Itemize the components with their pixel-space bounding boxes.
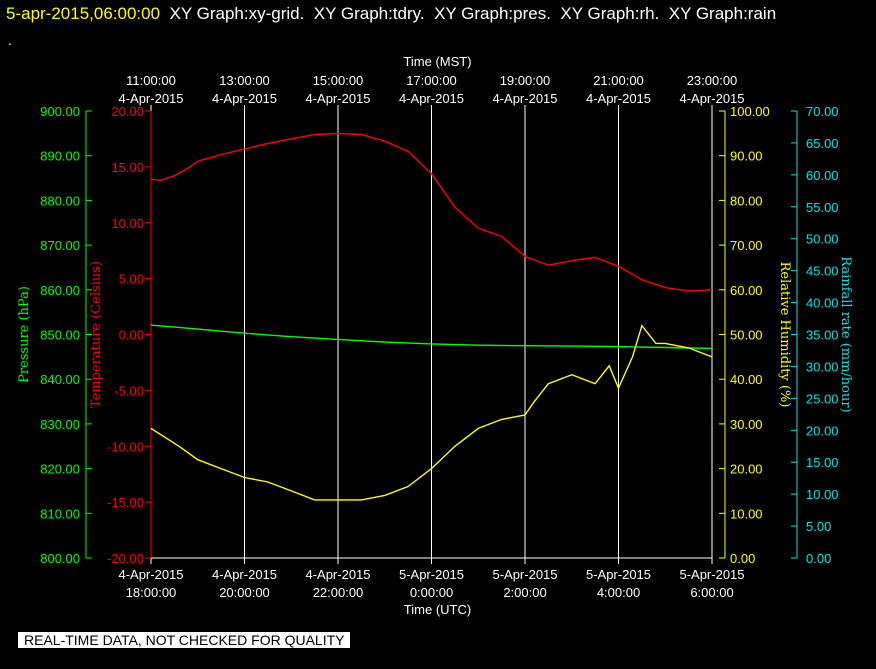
temperature-tick-label: -10.00	[107, 439, 144, 454]
bottom-tick-label: 20:00:00	[219, 585, 270, 600]
humidity-series-line	[150, 324, 713, 501]
bottom-tick-label: 5-Apr-2015	[399, 567, 464, 582]
bottom-tick-label: 2:00:00	[503, 585, 546, 600]
top-tick-label: 17:00:00	[406, 73, 457, 88]
pressure-tick-label: 800.00	[40, 551, 80, 566]
axis-labels: 11:00:00 4-Apr-2015 4-Apr-2015 18:00:00 13:0…	[17, 54, 853, 617]
humidity-tick-label: 60.00	[730, 283, 763, 298]
header-graph-4: XY Graph:rain	[659, 4, 777, 23]
header-graph-1: XY Graph:tdry.	[304, 4, 425, 23]
rain-tick-label: 0.00	[806, 551, 831, 566]
header-graph-2: XY Graph:pres.	[424, 4, 551, 23]
top-tick-label: 4-Apr-2015	[679, 91, 744, 106]
rain-tick-label: 65.00	[806, 136, 839, 151]
humidity-axis-title: Relative Humidity (%)	[777, 262, 792, 408]
top-tick-label: 15:00:00	[313, 73, 364, 88]
rain-tick-label: 70.00	[806, 104, 839, 119]
pressure-tick-label: 860.00	[40, 283, 80, 298]
bottom-tick-label: 4-Apr-2015	[305, 567, 370, 582]
temperature-tick-label: 15.00	[111, 160, 144, 175]
humidity-tick-label: 50.00	[730, 328, 763, 343]
series-lines	[150, 132, 713, 501]
rain-tick-label: 45.00	[806, 264, 839, 279]
humidity-tick-label: 10.00	[730, 506, 763, 521]
temperature-axis-title: Temperature (Celsius)	[89, 261, 104, 408]
top-tick-label: 11:00:00	[126, 73, 176, 88]
humidity-tick-label: 80.00	[730, 193, 763, 208]
axes	[85, 110, 798, 559]
rain-tick-label: 55.00	[806, 200, 839, 215]
top-axis-title: Time (MST)	[403, 54, 471, 69]
vertical-grid	[150, 105, 713, 564]
bottom-tick-label: 22:00:00	[313, 585, 364, 600]
humidity-tick-label: 100.00	[730, 104, 770, 119]
rain-tick-label: 15.00	[806, 455, 839, 470]
top-tick-label: 19:00:00	[500, 73, 551, 88]
pressure-axis-title: Pressure (hPa)	[17, 286, 32, 383]
temperature-tick-label: 10.00	[111, 216, 144, 231]
pressure-tick-label: 850.00	[40, 328, 80, 343]
humidity-tick-label: 0.00	[730, 551, 755, 566]
rain-tick-label: 5.00	[806, 519, 831, 534]
bottom-tick-label: 4:00:00	[597, 585, 640, 600]
temperature-tick-label: -5.00	[114, 383, 144, 398]
top-tick-label: 13:00:00	[219, 73, 270, 88]
humidity-tick-label: 70.00	[730, 238, 763, 253]
rain-tick-label: 25.00	[806, 391, 839, 406]
humidity-tick-label: 40.00	[730, 372, 763, 387]
bottom-tick-label: 5-Apr-2015	[492, 567, 557, 582]
pressure-tick-label: 870.00	[40, 238, 80, 253]
bottom-tick-label: 5-Apr-2015	[679, 567, 744, 582]
bottom-tick-label: 4-Apr-2015	[212, 567, 277, 582]
rain-tick-label: 20.00	[806, 423, 839, 438]
header-graph-list: XY Graph:xy-grid. XY Graph:tdry. XY Grap…	[160, 4, 777, 23]
rain-tick-label: 40.00	[806, 296, 839, 311]
header: 5-apr-2015,06:00:00 XY Graph:xy-grid. XY…	[6, 4, 776, 24]
rain-tick-label: 10.00	[806, 487, 839, 502]
top-tick-label: 4-Apr-2015	[118, 91, 183, 106]
temperature-tick-label: -20.00	[107, 551, 144, 566]
pressure-tick-label: 880.00	[40, 193, 80, 208]
temperature-tick-label: 0.00	[119, 328, 144, 343]
rain-tick-label: 50.00	[806, 232, 839, 247]
top-tick-label: 4-Apr-2015	[586, 91, 651, 106]
pressure-series-line	[150, 324, 713, 350]
humidity-tick-label: 20.00	[730, 462, 763, 477]
rain-axis-title: Rainfall rate (mm/hour)	[838, 256, 853, 412]
header-graph-0: XY Graph:xy-grid.	[160, 4, 305, 23]
pressure-tick-label: 820.00	[40, 462, 80, 477]
top-tick-label: 4-Apr-2015	[492, 91, 557, 106]
top-tick-label: 4-Apr-2015	[305, 91, 370, 106]
pressure-tick-label: 900.00	[40, 104, 80, 119]
pressure-tick-label: 830.00	[40, 417, 80, 432]
temperature-tick-label: 5.00	[119, 272, 144, 287]
pressure-tick-label: 890.00	[40, 149, 80, 164]
bottom-axis-title: Time (UTC)	[404, 602, 471, 617]
quality-notice: REAL-TIME DATA, NOT CHECKED FOR QUALITY	[18, 632, 351, 648]
header-graph-3: XY Graph:rh.	[550, 4, 660, 23]
top-tick-label: 21:00:00	[593, 73, 644, 88]
pressure-tick-label: 810.00	[40, 506, 80, 521]
humidity-tick-label: 30.00	[730, 417, 763, 432]
bottom-tick-label: 0:00:00	[410, 585, 453, 600]
rain-tick-label: 35.00	[806, 328, 839, 343]
rain-tick-label: 30.00	[806, 359, 839, 374]
temperature-series-line	[150, 132, 713, 292]
bottom-tick-label: 4-Apr-2015	[118, 567, 183, 582]
humidity-tick-label: 90.00	[730, 149, 763, 164]
pressure-tick-label: 840.00	[40, 372, 80, 387]
bottom-tick-label: 5-Apr-2015	[586, 567, 651, 582]
top-tick-label: 23:00:00	[687, 73, 738, 88]
temperature-tick-label: 20.00	[111, 104, 144, 119]
top-tick-label: 4-Apr-2015	[212, 91, 277, 106]
bottom-tick-label: 6:00:00	[690, 585, 733, 600]
top-tick-label: 4-Apr-2015	[399, 91, 464, 106]
temperature-tick-label: -15.00	[107, 495, 144, 510]
bottom-tick-label: 18:00:00	[126, 585, 177, 600]
header-timestamp: 5-apr-2015,06:00:00	[6, 4, 161, 23]
rain-tick-label: 60.00	[806, 168, 839, 183]
header-dot: .	[8, 32, 12, 48]
